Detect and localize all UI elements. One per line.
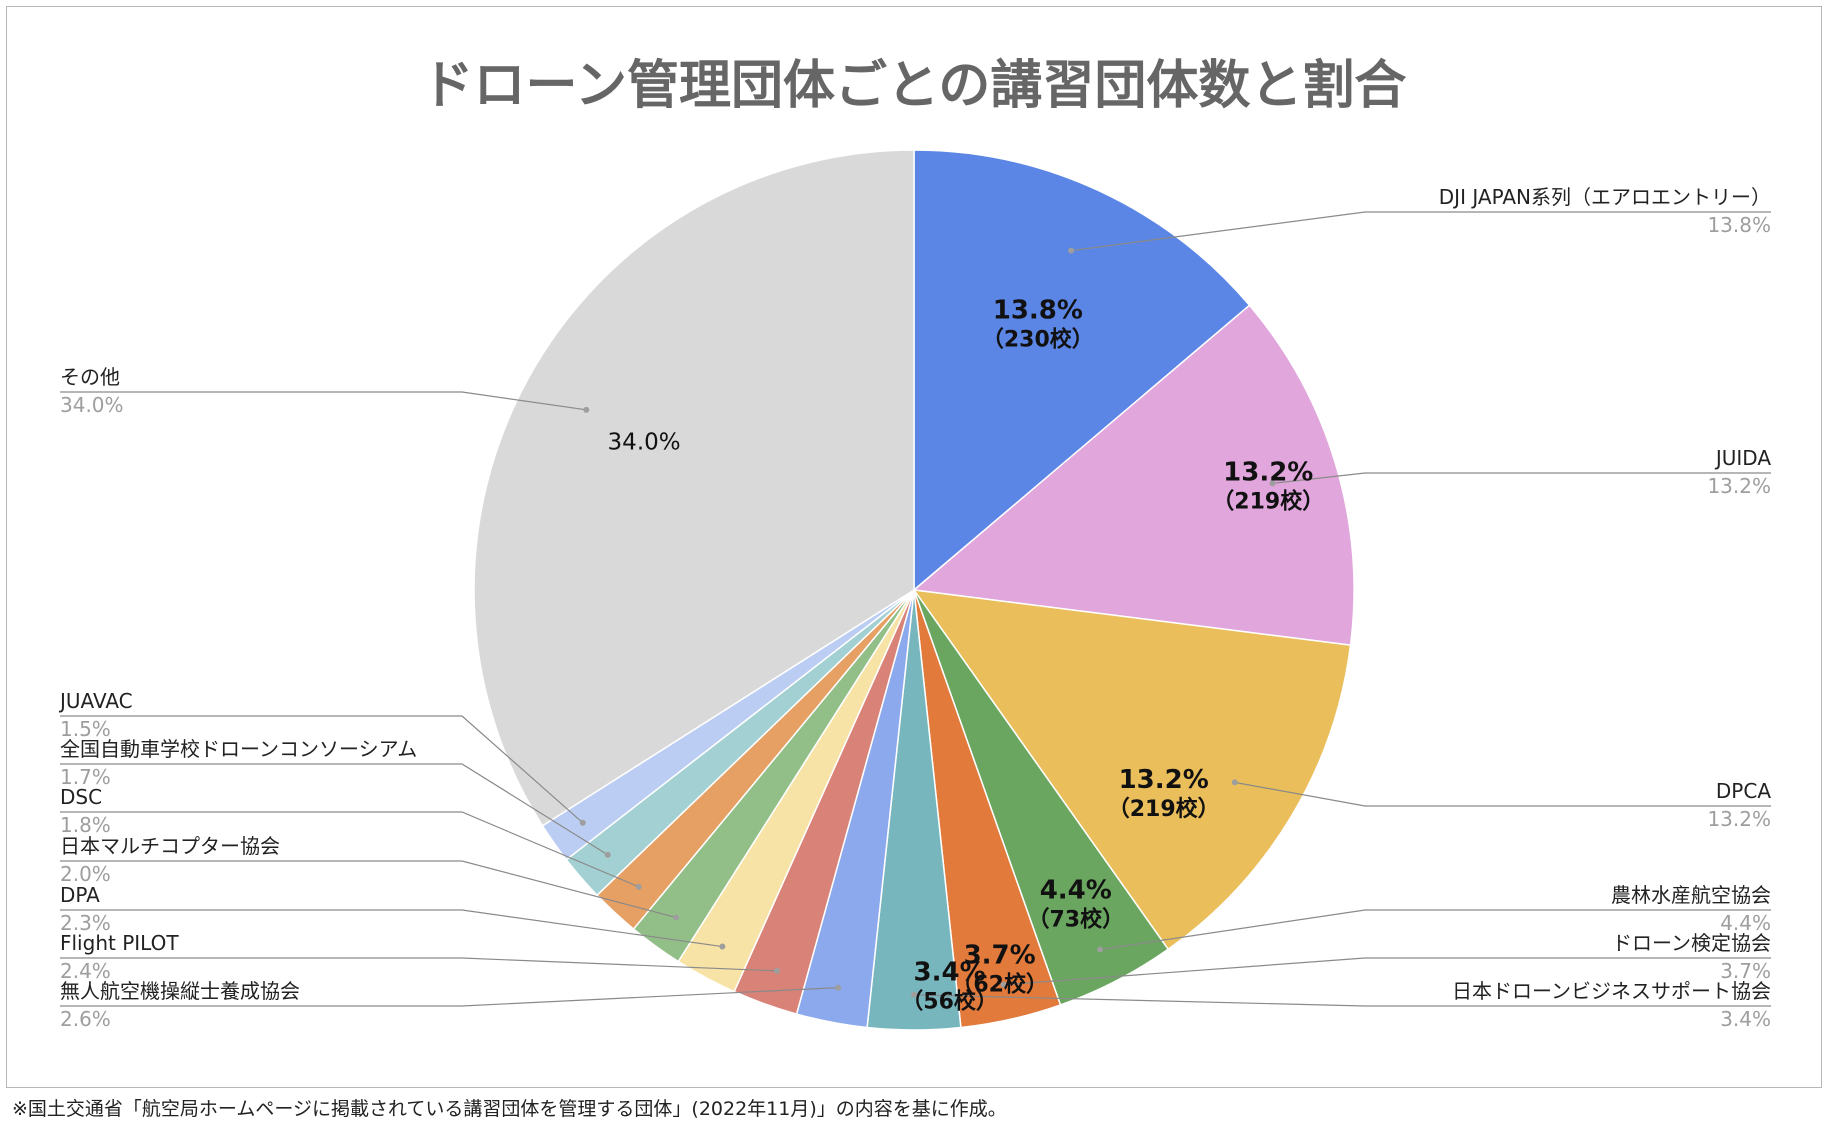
inner-count-label-0: （230校）: [982, 326, 1094, 352]
slice-pct-label-0: 13.8%: [1707, 213, 1771, 237]
leader-dot-6: [835, 984, 842, 991]
leader-line-3: [1099, 909, 1771, 951]
leader-dot-3: [1097, 946, 1104, 953]
leader-line-9: [60, 860, 677, 919]
leader-dot-5: [911, 991, 917, 998]
slice-name-label-11: 全国自動車学校ドローンコンソーシアム: [60, 737, 417, 761]
slice-pct-label-7: 2.4%: [60, 959, 111, 983]
slice-name-label-10: DSC: [60, 785, 102, 809]
pie-slice-1: [912, 304, 1355, 646]
footnote: ※国土交通省「航空局ホームページに掲載されている講習団体を管理する団体」(202…: [12, 1098, 1007, 1120]
leader-line-11: [60, 763, 609, 856]
leader-dot-9: [673, 914, 680, 921]
slice-pct-label-13: 34.0%: [60, 393, 124, 417]
leader-dot-7: [773, 967, 780, 974]
pie-slices: [473, 149, 1355, 1031]
slice-labels: DJI JAPAN系列（エアロエントリー） 13.8% JUIDA 13.2% DPCA…: [58, 185, 1771, 1031]
inner-count-label-1: （219校）: [1212, 489, 1324, 515]
leader-line-2: [1234, 781, 1771, 807]
leader-dot-8: [719, 943, 726, 950]
leader-line-5: [913, 994, 1771, 1007]
slice-name-label-13: その他: [60, 365, 120, 389]
leader-line-8: [60, 909, 723, 948]
slice-name-label-5: 日本ドローンビジネスサポート協会: [1452, 979, 1771, 1003]
leader-lines: [60, 211, 1771, 1007]
slice-name-label-12: JUAVAC: [58, 689, 133, 713]
inner-labels: 13.8%（230校）13.2%（219校）13.2%（219校）4.4%（73…: [608, 295, 1325, 1014]
leader-line-4: [1003, 957, 1771, 986]
leader-dot-1: [1269, 480, 1276, 487]
inner-pct-label-0: 13.8%: [993, 295, 1083, 325]
chart-title: ドローン管理団体ごとの講習団体数と割合: [422, 56, 1407, 116]
pie-slice-13: [473, 149, 915, 827]
leader-line-1: [1272, 472, 1771, 484]
slice-pct-label-10: 1.8%: [60, 813, 111, 837]
slice-name-label-3: 農林水産航空協会: [1611, 883, 1771, 907]
leader-line-6: [60, 987, 839, 1007]
inner-count-label-3: （73校）: [1027, 907, 1124, 933]
leader-line-12: [60, 715, 584, 824]
leader-line-10: [60, 811, 639, 888]
leader-dot-13: [583, 406, 590, 413]
leader-line-7: [60, 957, 777, 972]
pie-slice-0: [913, 149, 1251, 592]
inner-count-label-5: （56校）: [901, 988, 998, 1014]
slice-pct-label-5: 3.4%: [1720, 1007, 1771, 1031]
slice-name-label-2: DPCA: [1716, 779, 1771, 803]
slice-pct-label-3: 4.4%: [1720, 911, 1771, 935]
slice-name-label-7: Flight PILOT: [60, 931, 179, 955]
slice-name-label-4: ドローン検定協会: [1612, 931, 1771, 955]
leader-dot-11: [604, 851, 611, 858]
slice-name-label-6: 無人航空機操縦士養成協会: [60, 979, 300, 1003]
slice-name-label-9: 日本マルチコプター協会: [60, 834, 280, 858]
inner-pct-label-5: 3.4%: [914, 957, 986, 987]
leader-dot-0: [1068, 247, 1075, 254]
inner-pct-label-1: 13.2%: [1223, 458, 1313, 488]
inner-pct-label-13: 34.0%: [608, 430, 681, 456]
inner-pct-label-2: 13.2%: [1119, 765, 1209, 795]
inner-count-label-4: （62校）: [951, 972, 1048, 998]
slice-pct-label-11: 1.7%: [60, 765, 111, 789]
pie-slice-2: [912, 589, 1352, 951]
slice-pct-label-8: 2.3%: [60, 911, 111, 935]
inner-pct-label-4: 3.7%: [964, 941, 1036, 971]
slice-name-label-8: DPA: [60, 883, 100, 907]
leader-dot-2: [1231, 779, 1238, 786]
slice-pct-label-9: 2.0%: [60, 862, 111, 886]
leader-dot-12: [579, 819, 586, 826]
slice-pct-label-4: 3.7%: [1720, 959, 1771, 983]
slice-pct-label-6: 2.6%: [60, 1007, 111, 1031]
leader-line-0: [1071, 211, 1771, 252]
inner-pct-label-3: 4.4%: [1040, 876, 1112, 906]
slice-pct-label-1: 13.2%: [1707, 474, 1771, 498]
leader-dot-10: [635, 883, 642, 890]
leader-dot-4: [1000, 981, 1007, 988]
pie-chart: ドローン管理団体ごとの講習団体数と割合 DJI JAPAN系列（エアロエントリー…: [58, 56, 1771, 1031]
inner-count-label-2: （219校）: [1108, 796, 1220, 822]
slice-pct-label-12: 1.5%: [60, 717, 111, 741]
slice-pct-label-2: 13.2%: [1707, 807, 1771, 831]
leader-line-13: [60, 391, 587, 411]
slice-name-label-1: JUIDA: [1714, 446, 1771, 470]
slice-name-label-0: DJI JAPAN系列（エアロエントリー）: [1439, 185, 1771, 209]
